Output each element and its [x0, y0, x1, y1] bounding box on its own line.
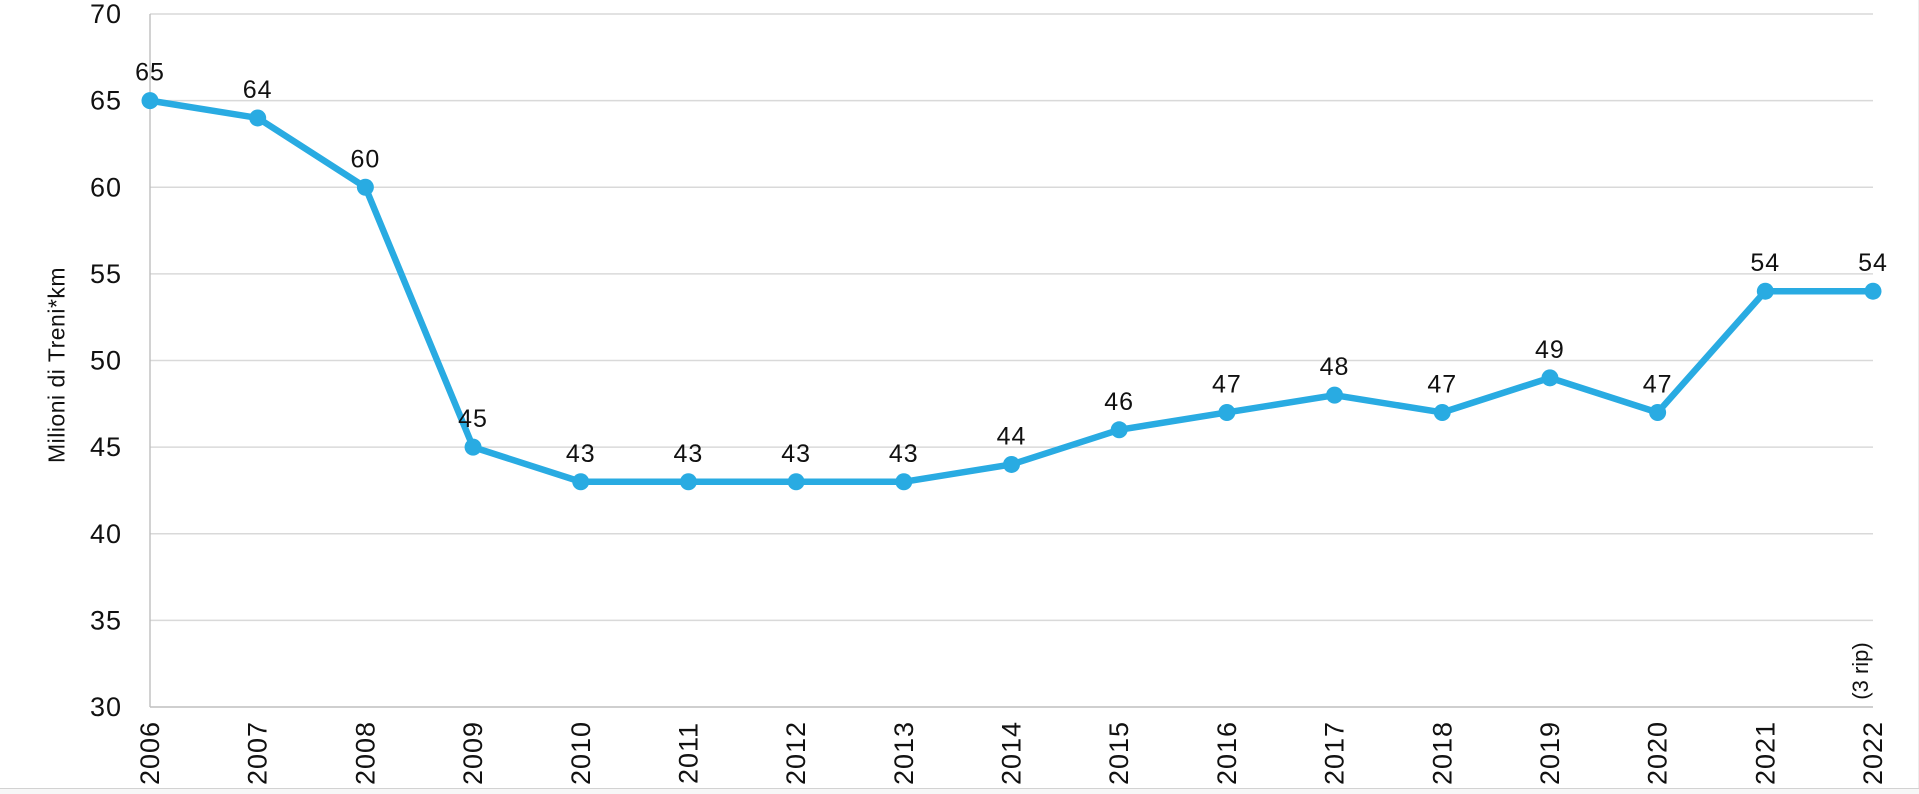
- x-tick-label: 2011: [673, 722, 703, 784]
- y-tick-label: 50: [90, 346, 122, 376]
- data-label: 65: [135, 59, 165, 87]
- data-point-marker: [895, 473, 913, 491]
- x-tick-label: 2008: [350, 721, 380, 785]
- data-point-marker: [1649, 403, 1667, 421]
- data-label: 54: [1750, 249, 1780, 277]
- bottom-edge-divider: [0, 788, 1919, 789]
- data-label: 48: [1320, 353, 1350, 381]
- data-label: 43: [781, 440, 811, 468]
- data-label: 64: [243, 76, 273, 104]
- x-tick-label: 2014: [997, 721, 1027, 785]
- data-point-marker: [1003, 455, 1020, 473]
- data-label: 47: [1212, 370, 1242, 398]
- data-label: 47: [1643, 370, 1673, 398]
- y-tick-label: 55: [90, 259, 122, 289]
- x-tick-label: 2013: [889, 721, 919, 785]
- x-tick-label: 2018: [1427, 721, 1457, 785]
- data-point-marker: [1864, 282, 1882, 300]
- data-point-marker: [1541, 369, 1559, 387]
- x-tick-label: 2009: [458, 721, 488, 785]
- x-tick-label: 2016: [1212, 721, 1242, 785]
- data-point-marker: [1110, 421, 1128, 439]
- data-point-marker: [464, 438, 482, 456]
- x-tick-label: 2012: [781, 721, 811, 785]
- data-point-marker: [1326, 386, 1344, 404]
- data-label: 44: [997, 422, 1027, 450]
- x-tick-label: 2006: [135, 721, 165, 785]
- y-tick-label: 60: [90, 172, 122, 202]
- data-point-marker: [1756, 282, 1774, 300]
- y-tick-label: 30: [90, 692, 122, 722]
- data-label: 54: [1858, 249, 1888, 277]
- data-label: 47: [1427, 370, 1457, 398]
- data-label: 43: [674, 440, 704, 468]
- data-point-marker: [679, 473, 697, 491]
- y-tick-label: 70: [90, 0, 122, 29]
- x-tick-label: 2020: [1643, 721, 1673, 785]
- x-tick-label: 2007: [243, 721, 273, 785]
- y-tick-label: 45: [90, 432, 122, 462]
- y-axis-title: Milioni di Treni*km: [43, 266, 70, 464]
- data-label: 43: [889, 440, 919, 468]
- data-point-marker: [249, 109, 267, 127]
- data-label: 49: [1535, 336, 1565, 364]
- x-tick-label: 2010: [566, 721, 596, 785]
- data-label: 46: [1104, 388, 1134, 416]
- x-tick-label: 2019: [1535, 721, 1565, 785]
- data-label: 60: [350, 145, 380, 173]
- data-point-marker: [141, 92, 159, 110]
- data-label: 45: [458, 405, 488, 433]
- x-tick-label: 2022: [1858, 721, 1888, 785]
- annotation-3rip: (3 rip): [1848, 642, 1873, 700]
- data-point-marker: [356, 178, 374, 196]
- data-point-marker: [1433, 403, 1451, 421]
- bottom-edge-strip: [0, 789, 1919, 794]
- data-point-marker: [1218, 403, 1236, 421]
- y-tick-label: 35: [90, 605, 122, 635]
- data-label: 43: [566, 440, 596, 468]
- x-tick-label: 2017: [1320, 721, 1350, 785]
- y-tick-label: 65: [90, 86, 122, 116]
- data-point-marker: [787, 473, 805, 491]
- y-tick-label: 40: [90, 519, 122, 549]
- data-point-marker: [572, 473, 590, 491]
- x-tick-label: 2015: [1104, 721, 1134, 785]
- x-tick-label: 2021: [1750, 721, 1780, 785]
